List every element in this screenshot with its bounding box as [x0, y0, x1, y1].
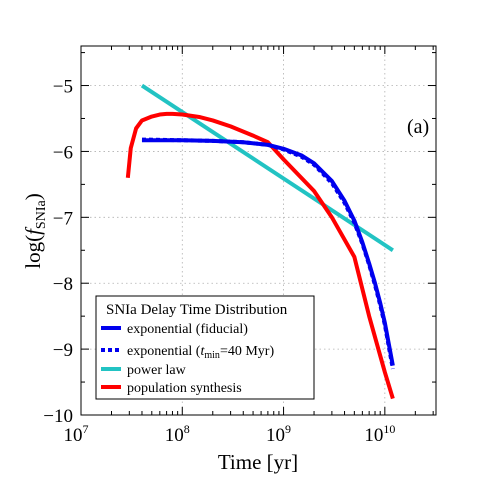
legend-label-population-synthesis: population synthesis [127, 381, 242, 396]
x-tick-label: 107 [64, 422, 89, 446]
legend: SNIa Delay Time Distribution exponential… [95, 295, 315, 400]
x-tick-label: 1010 [364, 422, 395, 446]
legend-label-exponential-fiducial: exponential (fiducial) [127, 322, 248, 337]
legend-box [95, 295, 315, 400]
legend-label-power-law: power law [127, 363, 187, 378]
y-tick-label: −7 [53, 208, 73, 229]
series-line-exponential-tmin [141, 137, 395, 370]
y-tick-label: −10 [43, 406, 73, 427]
x-tick-label: 108 [165, 422, 190, 446]
x-tick-label: 109 [266, 422, 291, 446]
x-axis-title: Time [yr] [218, 450, 298, 474]
y-tick-label: −9 [53, 340, 73, 361]
legend-label-exponential-tmin: exponential (tmin=40 Myr) [127, 344, 274, 361]
y-axis-title: log(fSNIa) [21, 193, 49, 268]
plot-frame [80, 45, 437, 416]
y-tick-label: −6 [53, 142, 73, 163]
axis-ticks: 107 108 109 1010 −5 −6 −7 −8 −9 −10 [43, 46, 436, 446]
annotation-label: (a) [407, 116, 429, 138]
series-line-population-synthesis [125, 111, 395, 400]
series-lines [125, 83, 395, 400]
legend-title: SNIa Delay Time Distribution [106, 302, 288, 318]
y-tick-label: −5 [53, 77, 73, 98]
y-tick-label: −8 [53, 274, 73, 295]
